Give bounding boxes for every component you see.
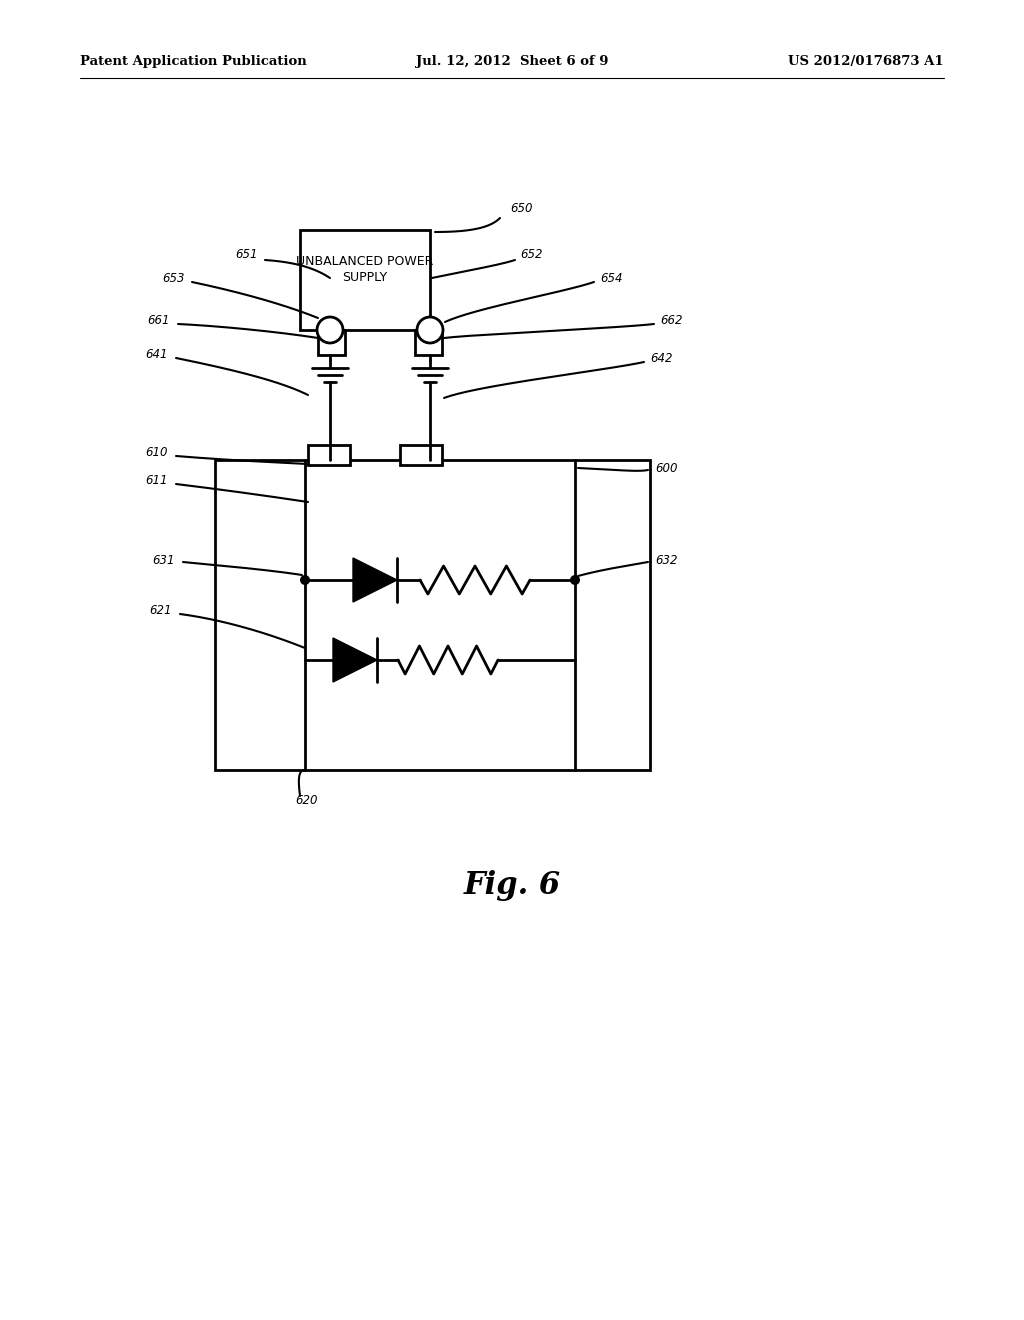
- Circle shape: [300, 576, 310, 585]
- Text: 641: 641: [145, 348, 168, 362]
- Circle shape: [317, 317, 343, 343]
- Text: Jul. 12, 2012  Sheet 6 of 9: Jul. 12, 2012 Sheet 6 of 9: [416, 55, 608, 69]
- Text: 661: 661: [147, 314, 170, 326]
- Bar: [308, 445, 350, 465]
- Text: SUPPLY: SUPPLY: [342, 271, 387, 284]
- Text: 653: 653: [163, 272, 185, 285]
- Text: US 2012/0176873 A1: US 2012/0176873 A1: [788, 55, 944, 69]
- Text: 654: 654: [600, 272, 623, 285]
- Text: 620: 620: [295, 793, 317, 807]
- Text: 652: 652: [520, 248, 543, 261]
- Bar: [400, 445, 442, 465]
- Bar: [415, 330, 442, 355]
- Text: 651: 651: [236, 248, 258, 261]
- Text: 631: 631: [153, 553, 175, 566]
- Text: 650: 650: [510, 202, 532, 214]
- Circle shape: [570, 576, 580, 585]
- Text: 642: 642: [650, 351, 673, 364]
- Bar: [215, 459, 650, 770]
- Text: 600: 600: [655, 462, 678, 474]
- Bar: [300, 230, 430, 330]
- Bar: [318, 330, 345, 355]
- Text: 621: 621: [150, 603, 172, 616]
- Polygon shape: [353, 558, 397, 602]
- Text: 610: 610: [145, 446, 168, 458]
- Circle shape: [417, 317, 443, 343]
- Polygon shape: [333, 638, 377, 682]
- Text: UNBALANCED POWER: UNBALANCED POWER: [296, 255, 434, 268]
- Text: 632: 632: [655, 553, 678, 566]
- Text: 611: 611: [145, 474, 168, 487]
- Text: 662: 662: [660, 314, 683, 326]
- Text: Fig. 6: Fig. 6: [464, 870, 560, 902]
- Text: Patent Application Publication: Patent Application Publication: [80, 55, 307, 69]
